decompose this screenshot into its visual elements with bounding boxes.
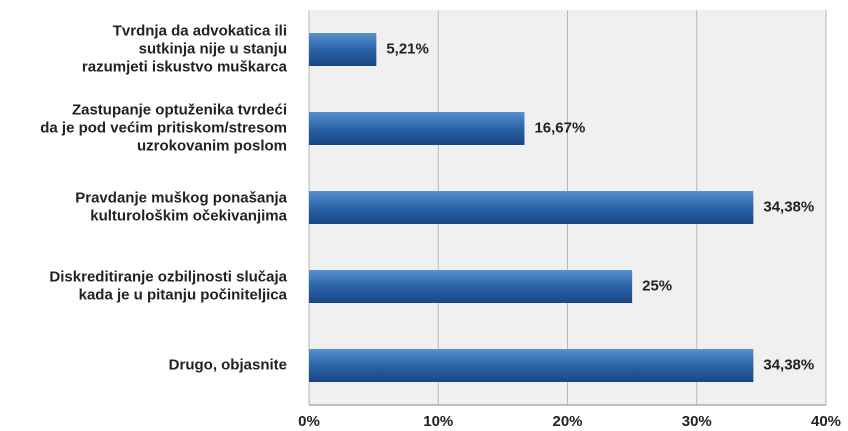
y-tick-label: uzrokovanim poslom xyxy=(137,137,287,154)
y-tick-label: kulturološkim očekivanjima xyxy=(90,207,287,224)
value-label: 34,38% xyxy=(763,198,814,215)
x-tick-label: 10% xyxy=(423,413,453,430)
y-tick-label: razumjeti iskustvo muškarca xyxy=(82,58,288,75)
value-label: 5,21% xyxy=(386,40,429,57)
x-tick-label: 0% xyxy=(298,413,320,430)
bar xyxy=(309,33,377,66)
bar xyxy=(309,112,525,145)
y-tick-label: da je pod većim pritiskom/stresom xyxy=(40,119,287,136)
value-label: 16,67% xyxy=(534,119,585,136)
y-tick-label: Drugo, objasnite xyxy=(169,356,287,373)
x-tick-label: 30% xyxy=(682,413,712,430)
y-tick-label: Pravdanje muškog ponašanja xyxy=(75,189,287,206)
value-label: 25% xyxy=(642,277,672,294)
bar xyxy=(309,270,633,303)
y-tick-label: kada je u pitanju počiniteljica xyxy=(79,286,288,303)
y-tick-label: Diskreditiranje ozbiljnosti slučaja xyxy=(49,268,287,285)
bar xyxy=(309,349,754,382)
y-tick-label: sutkinja nije u stanju xyxy=(139,40,287,57)
x-tick-label: 20% xyxy=(552,413,582,430)
bar xyxy=(309,191,754,224)
x-tick-label: 40% xyxy=(811,413,841,430)
y-tick-label: Tvrdnja da advokatica ili xyxy=(113,22,287,39)
y-tick-label: Zastupanje optuženika tvrdeći xyxy=(72,101,287,118)
value-label: 34,38% xyxy=(763,356,814,373)
